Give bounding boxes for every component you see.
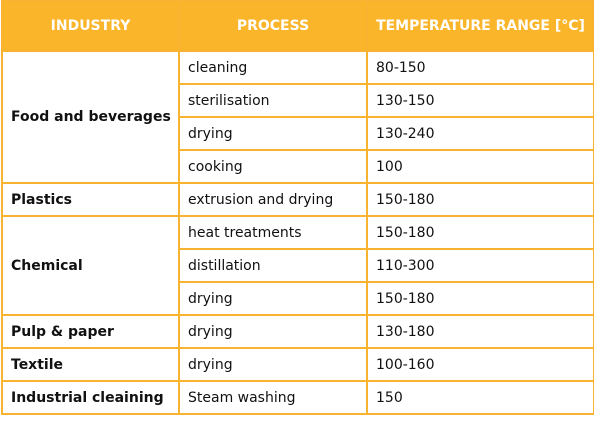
industry-cell: Chemical [1, 215, 180, 316]
process-cell: heat treatments [178, 215, 368, 250]
range-cell: 100 [366, 149, 594, 184]
range-cell: 150 [366, 380, 594, 415]
table-row: drying 130-240 [2, 116, 594, 151]
range-cell: 150-180 [366, 281, 594, 316]
range-cell: 130-180 [366, 314, 594, 349]
process-cell: Steam washing [178, 380, 368, 415]
industry-cell: Industrial cleaining [1, 380, 180, 415]
process-cell: drying [178, 281, 368, 316]
process-cell: distillation [178, 248, 368, 283]
process-cell: extrusion and drying [178, 182, 368, 217]
industry-cell: Pulp & paper [1, 314, 180, 349]
industry-cell: Plastics [1, 182, 180, 217]
process-cell: cleaning [178, 50, 368, 85]
table-header: INDUSTRY PROCESS TEMPERATURE RANGE [°C] [1, 0, 594, 52]
range-cell: 130-240 [366, 116, 594, 151]
table-row: Plastics extrusion and drying 150-180 [1, 182, 594, 217]
range-cell: 150-180 [366, 182, 594, 217]
header-row: INDUSTRY PROCESS TEMPERATURE RANGE [°C] [1, 0, 594, 52]
table-row: Food and beverages cleaning 80-150 [1, 50, 594, 184]
table-row: cooking 100 [2, 149, 594, 184]
industry-cell: Food and beverages [1, 50, 180, 184]
range-cell: 80-150 [366, 50, 594, 85]
header-cell: PROCESS [178, 0, 368, 52]
table-row: drying 150-180 [2, 281, 594, 316]
industry-table: INDUSTRY PROCESS TEMPERATURE RANGE [°C] … [1, 0, 594, 415]
range-cell: 150-180 [366, 215, 594, 250]
process-cell: cooking [178, 149, 368, 184]
process-cell: drying [178, 314, 368, 349]
process-cell: sterilisation [178, 83, 368, 118]
process-cell: drying [178, 347, 368, 382]
range-cell: 110-300 [366, 248, 594, 283]
table-row: Industrial cleaining Steam washing 150 [1, 380, 594, 415]
table-row: distillation 110-300 [2, 248, 594, 283]
industry-cell: Textile [1, 347, 180, 382]
range-cell: 130-150 [366, 83, 594, 118]
table-row: Chemical heat treatments 150-180 [1, 215, 594, 316]
table-row: sterilisation 130-150 [2, 83, 594, 118]
process-cell: drying [178, 116, 368, 151]
header-cell: TEMPERATURE RANGE [°C] [366, 0, 594, 52]
range-cell: 100-160 [366, 347, 594, 382]
table-row: Pulp & paper drying 130-180 [1, 314, 594, 349]
table-body: Food and beverages cleaning 80-150 sterilis… [1, 50, 594, 415]
table-row: Textile drying 100-160 [1, 347, 594, 382]
header-cell: INDUSTRY [1, 0, 180, 52]
